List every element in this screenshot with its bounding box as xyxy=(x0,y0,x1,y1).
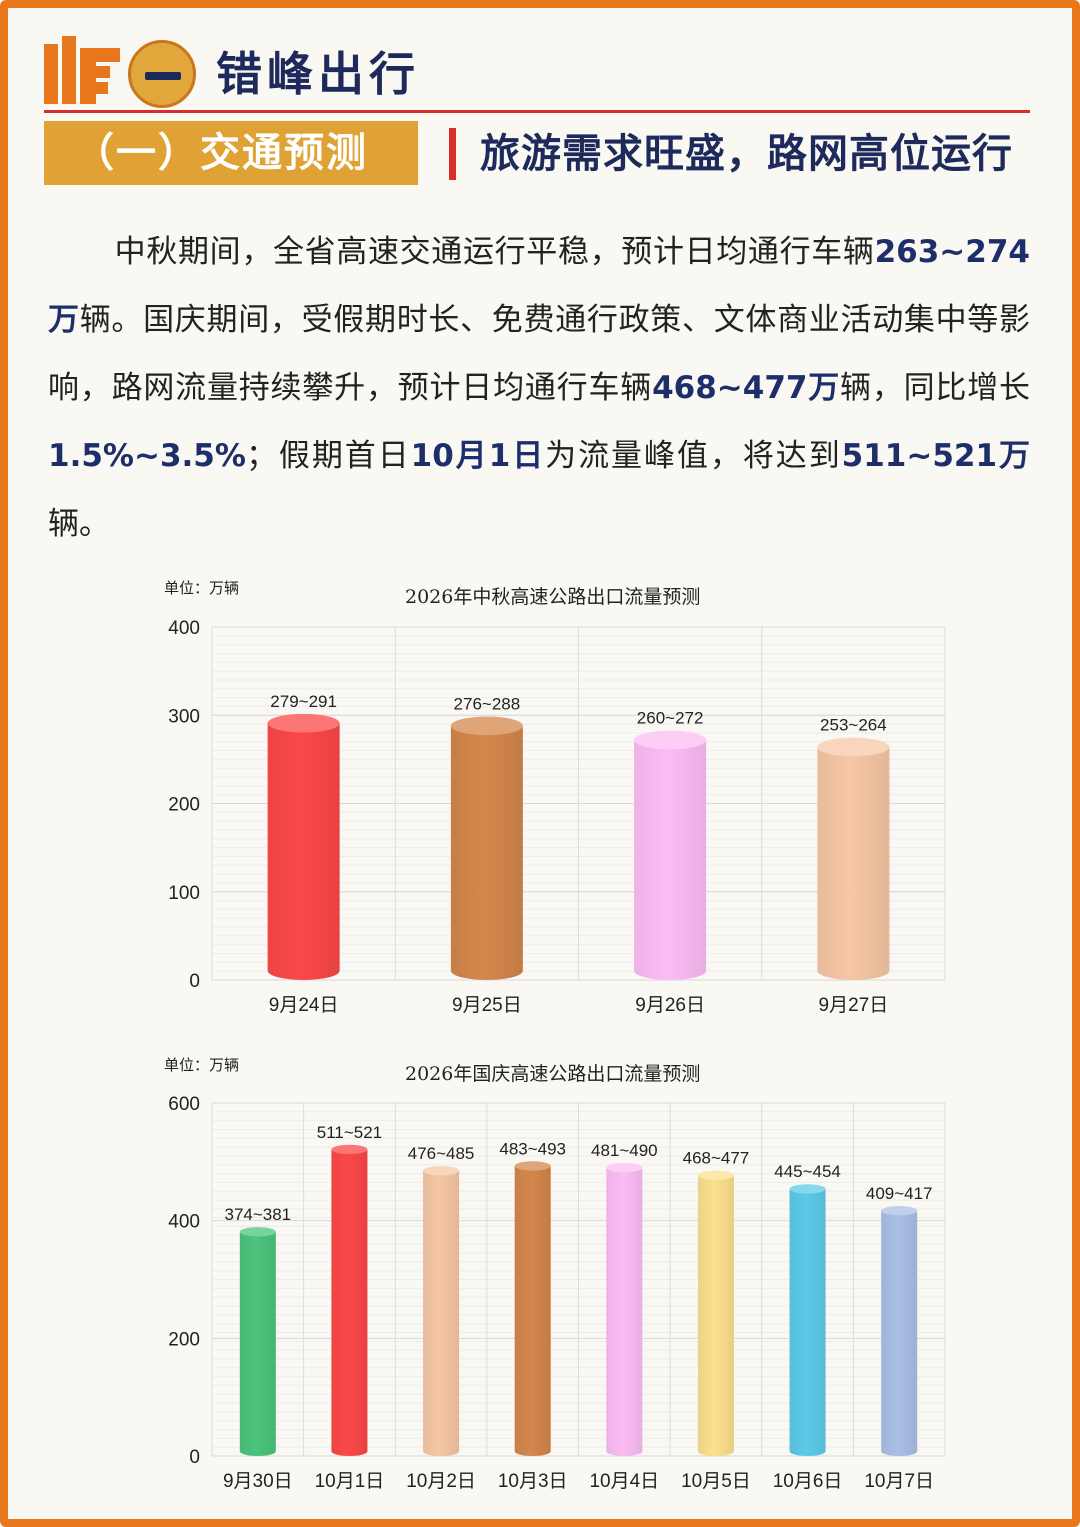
x-tick-label: 9月27日 xyxy=(819,995,889,1016)
header-divider xyxy=(44,110,1030,113)
section-subtitle: 旅游需求旺盛，路网高位运行 xyxy=(480,131,1013,177)
para-text: 中秋期间，全省高速交通运行平稳，预计日均通行车辆 xyxy=(114,234,875,270)
x-tick-label: 9月24日 xyxy=(269,995,339,1016)
chart1-unit-label: 单位：万辆 xyxy=(164,579,240,597)
data-label: 445~454 xyxy=(774,1162,841,1181)
y-tick-label: 400 xyxy=(168,1212,200,1233)
y-tick-label: 400 xyxy=(168,618,200,639)
bar xyxy=(450,725,523,980)
x-tick-label: 9月25日 xyxy=(452,995,522,1016)
bar-cap xyxy=(789,1184,826,1194)
y-tick-label: 300 xyxy=(168,706,200,727)
data-label: 409~417 xyxy=(866,1184,933,1203)
para-highlight: 468~477万 xyxy=(652,370,841,406)
para-highlight: 1.5%~3.5% xyxy=(48,438,246,474)
bar-cap xyxy=(239,1227,276,1237)
data-label: 374~381 xyxy=(224,1205,291,1224)
forecast-paragraph: 中秋期间，全省高速交通运行平稳，预计日均通行车辆263~274万辆。国庆期间，受… xyxy=(48,218,1030,558)
para-highlight: 263~274万 xyxy=(48,234,1030,338)
bar-cap xyxy=(697,1170,734,1181)
bar-cap xyxy=(450,716,523,736)
y-tick-label: 100 xyxy=(168,883,200,904)
y-tick-label: 0 xyxy=(189,1447,200,1468)
para-highlight: 10月1日 xyxy=(410,438,546,474)
y-tick-label: 600 xyxy=(168,1094,200,1115)
x-tick-label: 9月30日 xyxy=(223,1471,293,1492)
bar-cap xyxy=(606,1163,643,1173)
page-title: 错峰出行 xyxy=(216,47,420,101)
para-highlight: 511~521万 xyxy=(841,438,1031,474)
bar xyxy=(817,747,890,980)
data-label: 468~477 xyxy=(683,1149,750,1168)
bar-cap xyxy=(634,730,707,750)
x-tick-label: 10月5日 xyxy=(681,1471,751,1492)
data-label: 481~490 xyxy=(591,1141,658,1160)
x-tick-label: 10月4日 xyxy=(589,1471,659,1492)
data-label: 253~264 xyxy=(820,716,887,735)
section-number-badge xyxy=(128,40,196,108)
bar-cap xyxy=(514,1161,551,1171)
bar xyxy=(239,1231,276,1456)
y-tick-label: 200 xyxy=(168,795,200,816)
para-text: 辆，同比增长 xyxy=(840,370,1031,406)
pointing-hand-icon xyxy=(44,36,120,104)
x-tick-label: 10月3日 xyxy=(498,1471,568,1492)
bar-cap xyxy=(423,1165,460,1176)
subtitle-accent-bar xyxy=(449,128,456,180)
bar xyxy=(514,1165,551,1456)
data-label: 260~272 xyxy=(637,709,704,728)
bar xyxy=(697,1175,734,1456)
bar-cap xyxy=(881,1205,918,1216)
bar xyxy=(423,1170,460,1456)
x-tick-label: 10月7日 xyxy=(864,1471,934,1492)
chart2-unit-label: 单位：万辆 xyxy=(164,1056,240,1074)
bar xyxy=(606,1167,643,1456)
bar xyxy=(789,1188,826,1456)
x-tick-label: 10月6日 xyxy=(773,1471,843,1492)
x-tick-label: 9月26日 xyxy=(635,995,705,1016)
y-tick-label: 200 xyxy=(168,1329,200,1350)
bar-cap xyxy=(817,737,890,757)
bar xyxy=(634,739,707,980)
bar-cap xyxy=(331,1144,368,1155)
data-label: 483~493 xyxy=(499,1139,566,1158)
chart2-title: 2026年国庆高速公路出口流量预测 xyxy=(405,1063,701,1085)
x-tick-label: 10月2日 xyxy=(406,1471,476,1492)
y-tick-label: 0 xyxy=(189,971,200,992)
data-label: 476~485 xyxy=(408,1144,475,1163)
para-text: 为流量峰值，将达到 xyxy=(545,438,842,474)
chart1-title: 2026年中秋高速公路出口流量预测 xyxy=(405,586,701,608)
bar xyxy=(331,1149,368,1456)
data-label: 276~288 xyxy=(454,694,521,713)
para-text: 辆。国庆期间，受假期时长、免费通行政策、文体商业活动集中等影响，路网流量持续攀升… xyxy=(48,302,1030,406)
data-label: 279~291 xyxy=(270,692,337,711)
para-text: 辆。 xyxy=(48,506,110,542)
bar xyxy=(267,723,340,980)
para-text: ；假期首日 xyxy=(245,438,411,474)
bar xyxy=(881,1210,918,1456)
bar-cap xyxy=(267,713,340,733)
section-label: （一）交通预测 xyxy=(44,121,418,185)
x-tick-label: 10月1日 xyxy=(315,1471,385,1492)
data-label: 511~521 xyxy=(317,1123,382,1142)
